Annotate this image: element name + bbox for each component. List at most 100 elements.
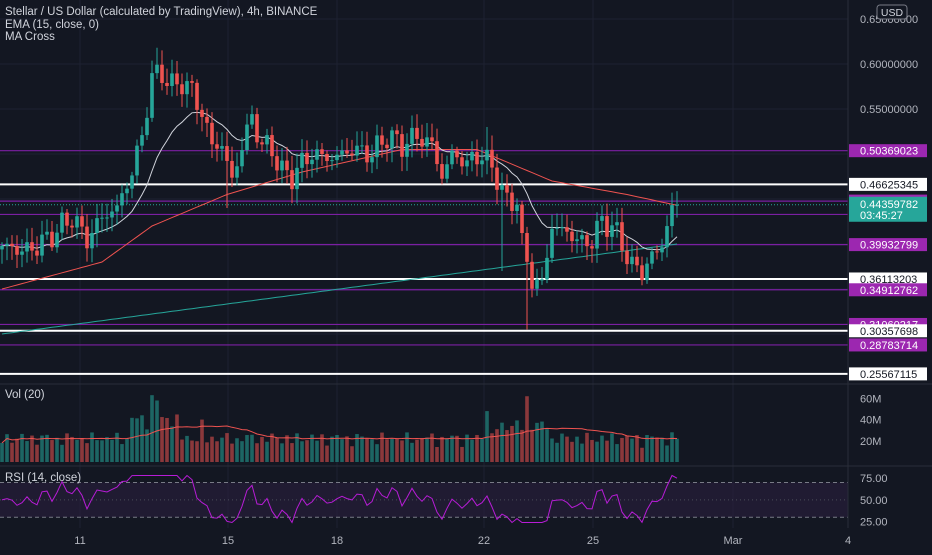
volume-bar[interactable] — [240, 441, 244, 462]
candle[interactable] — [190, 74, 194, 97]
candle[interactable] — [365, 131, 369, 172]
candle[interactable] — [590, 240, 594, 263]
volume-bar[interactable] — [160, 417, 164, 462]
volume-bar[interactable] — [450, 435, 454, 462]
candle[interactable] — [650, 247, 654, 270]
volume-bar[interactable] — [370, 439, 374, 462]
candle[interactable] — [145, 107, 149, 140]
volume-bar[interactable] — [10, 442, 14, 462]
candle[interactable] — [170, 59, 174, 97]
candle[interactable] — [660, 238, 664, 262]
volume-bar[interactable] — [100, 440, 104, 462]
volume-bar[interactable] — [205, 442, 209, 462]
level-price-label[interactable]: 0.25567115 — [849, 367, 927, 381]
volume-bar[interactable] — [115, 432, 119, 462]
candle[interactable] — [390, 126, 394, 163]
volume-bar[interactable] — [275, 437, 279, 462]
candle[interactable] — [445, 155, 449, 183]
candle[interactable] — [205, 108, 209, 137]
volume-bar[interactable] — [340, 439, 344, 462]
volume-bar[interactable] — [260, 436, 264, 462]
volume-bar[interactable] — [575, 436, 579, 462]
volume-bar[interactable] — [20, 433, 24, 462]
candle[interactable] — [550, 214, 554, 264]
volume-bar[interactable] — [200, 419, 204, 462]
candle[interactable] — [330, 153, 334, 171]
volume-bar[interactable] — [15, 438, 19, 462]
candle[interactable] — [585, 231, 589, 261]
volume-bar[interactable] — [335, 434, 339, 462]
volume-bar[interactable] — [645, 434, 649, 462]
volume-bar[interactable] — [210, 436, 214, 462]
level-price-label[interactable]: 0.28783714 — [849, 338, 927, 352]
candle[interactable] — [530, 253, 534, 298]
candle[interactable] — [235, 152, 239, 186]
candle[interactable] — [350, 139, 354, 161]
volume-bar[interactable] — [195, 441, 199, 462]
volume-bar[interactable] — [55, 437, 59, 462]
candle[interactable] — [25, 228, 29, 263]
candle[interactable] — [425, 123, 429, 157]
candle[interactable] — [45, 219, 49, 240]
volume-bar[interactable] — [135, 418, 139, 462]
candle[interactable] — [115, 194, 119, 225]
candle[interactable] — [495, 153, 499, 205]
volume-bar[interactable] — [485, 411, 489, 462]
candle[interactable] — [220, 132, 224, 161]
candle[interactable] — [15, 235, 19, 268]
volume-bar[interactable] — [130, 417, 134, 462]
volume-bar[interactable] — [525, 396, 529, 462]
candle[interactable] — [70, 219, 74, 238]
candle[interactable] — [335, 146, 339, 168]
candle[interactable] — [120, 184, 124, 218]
candle[interactable] — [325, 150, 329, 172]
candle[interactable] — [360, 131, 364, 154]
candle[interactable] — [160, 50, 164, 91]
volume-bar[interactable] — [555, 442, 559, 462]
volume-bar[interactable] — [95, 440, 99, 462]
candle[interactable] — [250, 105, 254, 129]
volume-bar[interactable] — [180, 439, 184, 462]
volume-bar[interactable] — [185, 435, 189, 462]
candle[interactable] — [565, 214, 569, 242]
volume-bar[interactable] — [455, 435, 459, 462]
volume-bar[interactable] — [230, 443, 234, 462]
candle[interactable] — [610, 211, 614, 251]
candle[interactable] — [130, 171, 134, 199]
volume-bar[interactable] — [285, 435, 289, 462]
volume-bar[interactable] — [310, 434, 314, 462]
volume-bar[interactable] — [570, 441, 574, 462]
volume-bar[interactable] — [365, 438, 369, 462]
candle[interactable] — [110, 199, 114, 232]
candle[interactable] — [165, 68, 169, 95]
volume-bar[interactable] — [125, 438, 129, 462]
volume-bar[interactable] — [65, 433, 69, 462]
volume-bar[interactable] — [465, 434, 469, 462]
candle[interactable] — [10, 235, 14, 260]
volume-bar[interactable] — [660, 437, 664, 462]
volume-bar[interactable] — [140, 415, 144, 462]
candle[interactable] — [405, 133, 409, 171]
volume-bar[interactable] — [505, 430, 509, 462]
volume-bar[interactable] — [635, 435, 639, 462]
volume-bar[interactable] — [425, 437, 429, 462]
candle[interactable] — [460, 151, 464, 175]
candle[interactable] — [175, 60, 179, 96]
volume-bar[interactable] — [625, 435, 629, 462]
candle[interactable] — [300, 139, 304, 183]
volume-bar[interactable] — [110, 439, 114, 462]
time-axis[interactable]: 11 15 18 22 25 Mar 4 — [74, 535, 851, 547]
candle[interactable] — [55, 224, 59, 253]
candle[interactable] — [75, 207, 79, 239]
candle[interactable] — [525, 226, 529, 330]
volume-bar[interactable] — [515, 420, 519, 462]
volume-bar[interactable] — [640, 447, 644, 462]
volume-bar[interactable] — [265, 441, 269, 462]
volume-bar[interactable] — [675, 438, 679, 462]
volume-bar[interactable] — [225, 433, 229, 462]
candle[interactable] — [485, 127, 489, 175]
candle[interactable] — [600, 205, 604, 236]
candle[interactable] — [580, 228, 584, 253]
volume-bar[interactable] — [270, 433, 274, 462]
